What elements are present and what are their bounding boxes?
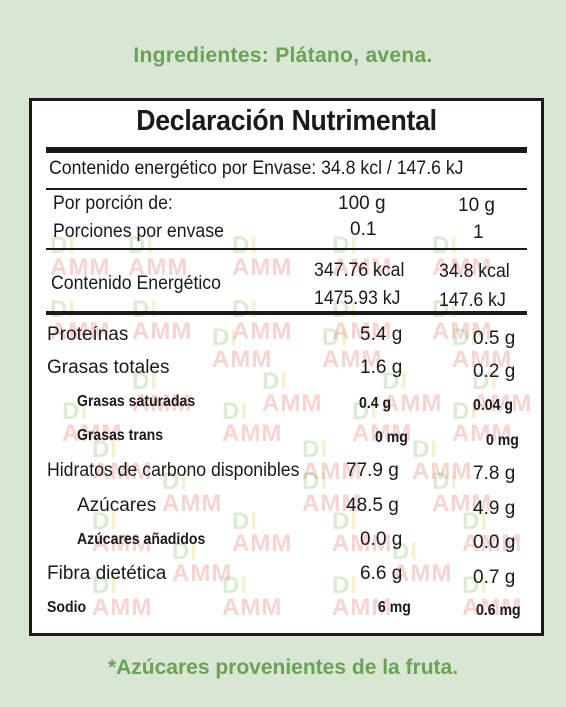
energy-kj-100: 1475.93 kJ [314, 288, 401, 309]
energy-per-package: Contenido energético por Envase: 34.8 kc… [49, 158, 464, 179]
footnote-text: *Azúcares provenientes de la fruta. [107, 656, 459, 679]
brand-watermark: DI AMM [222, 398, 283, 447]
value-100g: 6.6 g [360, 563, 403, 584]
value-100g: 5.4 g [360, 324, 403, 345]
brand-watermark: DI AMM [232, 508, 293, 557]
divider [46, 188, 527, 190]
nutrition-facts-panel: DI AMM DI AMM DI AMM DI AMM DI AMM DI AMM DI AMM DI AMM… [29, 98, 544, 636]
value-100g: 0 mg [375, 429, 408, 446]
brand-watermark: DI AMM [262, 368, 323, 417]
value-100g: 1.6 g [360, 357, 403, 378]
energy-label: Contenido Energético [51, 273, 221, 294]
value-serving: 0.5 g [473, 328, 516, 349]
value-serving: 0.0 g [473, 532, 516, 553]
value-serving: 0 mg [486, 432, 519, 449]
nutrient-label-sodium: Sodio [47, 599, 87, 616]
value-serving: 0.6 mg [476, 602, 521, 619]
panel-title: Declaración Nutrimental [136, 105, 437, 137]
per-portion-label: Por porción de: [53, 193, 173, 214]
per-portion-100: 100 g [338, 193, 386, 214]
value-100g: 6 mg [378, 599, 411, 616]
nutrient-label-fiber: Fibra dietética [47, 563, 167, 584]
nutrient-label-trans-fat: Grasas trans [77, 427, 164, 444]
energy-kcal-serving: 34.8 kcal [439, 261, 510, 282]
divider-thick [46, 311, 527, 315]
nutrient-label-carbohydrates: Hidratos de carbono disponibles [47, 460, 300, 481]
portions-100: 0.1 [350, 219, 377, 240]
value-serving: 7.8 g [473, 463, 516, 484]
value-100g: 0.0 g [360, 529, 403, 550]
value-serving: 0.04 g [473, 397, 513, 414]
brand-watermark: DI AMM [232, 232, 293, 281]
energy-kj-serving: 147.6 kJ [439, 290, 506, 311]
portions-serving: 1 [473, 222, 484, 243]
per-portion-serving: 10 g [458, 195, 495, 216]
ingredients-text: Ingredientes: Plátano, avena. [133, 44, 433, 67]
brand-watermark: DI AMM [222, 572, 283, 621]
brand-watermark: DI AMM [412, 436, 473, 485]
value-100g: 77.9 g [346, 460, 399, 481]
energy-kcal-100: 347.76 kcal [314, 260, 405, 281]
value-serving: 0.7 g [473, 567, 516, 588]
value-serving: 4.9 g [473, 498, 516, 519]
nutrient-label-sugars: Azúcares [77, 495, 157, 516]
divider [46, 248, 527, 250]
brand-watermark: DI AMM [132, 296, 193, 345]
value-serving: 0.2 g [473, 361, 516, 382]
nutrient-label-proteins: Proteínas [47, 324, 129, 345]
value-100g: 48.5 g [346, 495, 399, 516]
portions-label: Porciones por envase [53, 221, 224, 242]
nutrient-label-total-fat: Grasas totales [47, 357, 170, 378]
brand-watermark: DI AMM [212, 324, 273, 373]
value-100g: 0.4 g [359, 395, 392, 412]
nutrient-label-added-sugars: Azúcares añadidos [77, 531, 206, 548]
nutrient-label-saturated-fat: Grasas saturadas [77, 393, 196, 410]
divider-thick [46, 147, 527, 153]
brand-watermark: DI AMM [232, 296, 293, 345]
